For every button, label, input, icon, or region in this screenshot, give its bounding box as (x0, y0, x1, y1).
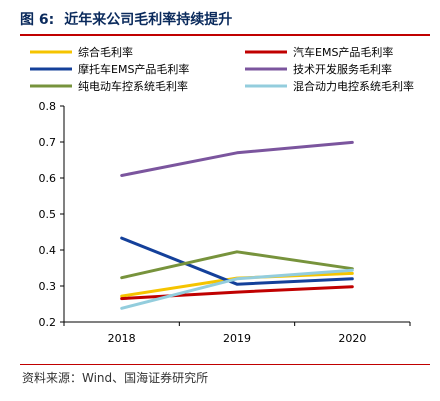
series-line (120, 285, 354, 301)
chart-title-bar: 图 6: 近年来公司毛利率持续提升 (20, 7, 428, 31)
series-line (120, 268, 354, 310)
legend-label: 纯电动车控系统毛利率 (78, 79, 188, 93)
x-tick-label: 2018 (108, 332, 136, 345)
chart-title: 近年来公司毛利率持续提升 (64, 12, 233, 28)
legend-label: 技术开发服务毛利率 (293, 62, 392, 76)
series-line (120, 236, 354, 286)
source-divider (20, 364, 430, 365)
figure-label: 图 6: (20, 12, 55, 28)
x-tick-label: 2020 (338, 332, 366, 345)
y-tick-label: 0.6 (39, 172, 57, 185)
series-line (120, 140, 354, 177)
y-tick-label: 0.7 (39, 136, 57, 149)
legend-label: 混合动力电控系统毛利率 (293, 79, 414, 93)
title-divider (20, 34, 430, 36)
y-tick-label: 0.3 (39, 280, 57, 293)
y-tick-label: 0.5 (39, 208, 57, 221)
source-note: 资料来源：Wind、国海证券研究所 (22, 371, 209, 385)
x-tick-label: 2019 (223, 332, 251, 345)
legend-label: 汽车EMS产品毛利率 (293, 45, 393, 59)
y-tick-label: 0.8 (39, 100, 57, 113)
y-tick-label: 0.4 (39, 244, 57, 257)
series-line (120, 250, 354, 280)
legend-label: 综合毛利率 (78, 45, 133, 59)
y-tick-label: 0.2 (39, 316, 57, 329)
legend-label: 摩托车EMS产品毛利率 (78, 62, 189, 76)
